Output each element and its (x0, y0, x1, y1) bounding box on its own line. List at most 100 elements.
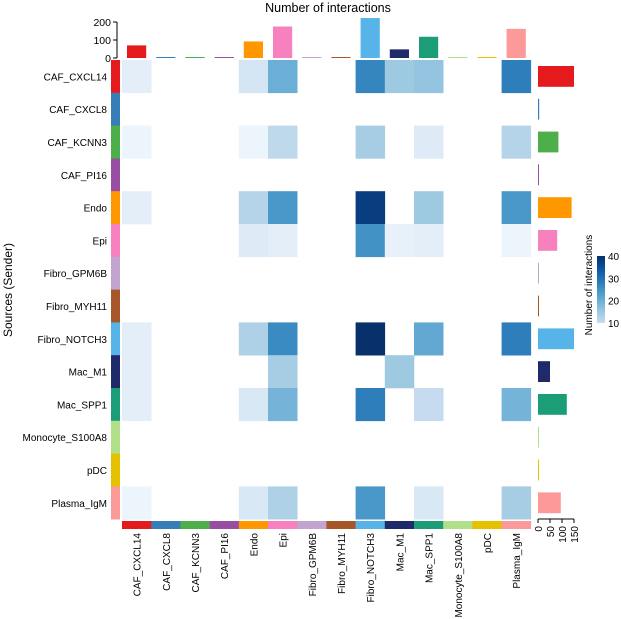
heatmap-cell (268, 322, 298, 356)
row-label: CAF_CXCL14 (44, 72, 108, 83)
heatmap-cell (268, 125, 298, 159)
outgoing-bar (538, 361, 550, 382)
column-label: CAF_PI16 (220, 533, 231, 580)
incoming-bar-panel: 0 100 200 (93, 17, 526, 65)
incoming-bar (273, 26, 293, 58)
heatmap-cell (355, 388, 386, 422)
row-label: Fibro_GPM6B (44, 269, 108, 280)
column-color-block (209, 521, 240, 529)
outgoing-bar (538, 98, 540, 120)
incoming-bar (419, 36, 439, 58)
column-color-block (151, 521, 181, 529)
heatmap-cell (501, 125, 532, 159)
legend-tick-label: 40 (608, 252, 620, 263)
heatmap-cell (501, 60, 532, 94)
outgoing-bar (538, 262, 539, 284)
heatmap-cell (384, 224, 415, 258)
heatmap-cell (122, 60, 152, 94)
row-label: Endo (84, 204, 108, 215)
outgoing-bar (538, 328, 574, 350)
column-label: Fibro_GPM6B (308, 533, 319, 597)
row-color-block (111, 289, 120, 323)
heatmap-cell (238, 486, 269, 520)
outgoing-bar (538, 164, 539, 186)
incoming-bar (506, 28, 526, 58)
row-color-block (111, 388, 120, 422)
incoming-bar (127, 45, 147, 58)
outgoing-bar (538, 230, 558, 251)
row-label: pDC (87, 466, 107, 477)
heatmap-cell (355, 224, 386, 258)
row-color-block (111, 92, 120, 126)
heatmap-cell (238, 388, 269, 422)
row-label: Epi (93, 236, 107, 247)
heatmap-cell (268, 388, 298, 422)
incoming-bar (448, 57, 468, 58)
column-color-block (414, 521, 444, 529)
column-label: Plasma_IgM (512, 533, 523, 589)
incoming-bar (477, 57, 497, 58)
y-axis-label: Sources (Sender) (1, 243, 15, 337)
row-label: Fibro_NOTCH3 (38, 335, 108, 346)
heatmap-cell (238, 191, 269, 225)
row-label: Plasma_IgM (51, 499, 107, 510)
row-label: Mac_M1 (69, 368, 108, 379)
column-label: CAF_CXCL8 (162, 533, 173, 591)
legend-tick-label: 20 (608, 297, 620, 308)
heatmap-cell (122, 125, 152, 159)
heatmap-cell (414, 388, 444, 422)
heatmap-cell (122, 322, 152, 356)
heatmap-cell (355, 486, 386, 520)
heatmap-cell (501, 322, 532, 356)
column-color-block (180, 521, 210, 529)
heatmap-cell (501, 388, 532, 422)
incoming-bar (389, 49, 409, 58)
legend-color-bar (597, 256, 605, 323)
column-label: Fibro_MYH11 (337, 533, 348, 594)
column-color-block (268, 521, 298, 529)
row-label: CAF_PI16 (61, 171, 108, 182)
heatmap-cell (355, 125, 386, 159)
column-color-block (472, 521, 502, 529)
right-axis-tick-label: 0 (534, 526, 545, 532)
heatmap-cell (238, 322, 269, 356)
row-color-block (111, 224, 120, 258)
legend-tick-label: 30 (608, 274, 620, 285)
heatmap-cell (268, 60, 298, 94)
heatmap-body (122, 60, 532, 520)
outgoing-bar-panel: 0 50 100 150 (534, 66, 581, 543)
column-label: pDC (483, 533, 494, 553)
heatmap-cell (384, 60, 415, 94)
row-color-block (111, 158, 120, 192)
column-label: Epi (279, 533, 290, 547)
outgoing-bar (538, 295, 539, 317)
row-color-block (111, 453, 120, 487)
heatmap-cell (414, 224, 444, 258)
column-label: CAF_KCNN3 (191, 533, 202, 593)
heatmap-cell (122, 486, 152, 520)
row-color-block (111, 355, 120, 389)
right-axis-tick-label: 150 (570, 526, 581, 543)
heatmap-cell (501, 224, 532, 258)
outgoing-bar (538, 459, 539, 481)
heatmap-cell (501, 191, 532, 225)
incoming-bar (360, 18, 380, 58)
incoming-bar (331, 57, 351, 58)
outgoing-bar (538, 131, 559, 153)
column-color-block (326, 521, 356, 529)
row-label: Monocyte_S100A8 (22, 433, 107, 444)
row-color-strip (111, 60, 120, 520)
heatmap-cell (122, 388, 152, 422)
row-labels: CAF_CXCL14 CAF_CXCL8 CAF_KCNN3 CAF_PI16 Endo… (22, 72, 107, 509)
column-label: Mac_SPP1 (425, 533, 436, 583)
column-label: Endo (249, 533, 260, 557)
heatmap-cell (414, 191, 444, 225)
heatmap-cell (414, 322, 444, 356)
incoming-bar (302, 57, 322, 58)
top-axis-tick-label: 100 (93, 35, 111, 47)
column-color-block (355, 521, 386, 529)
column-color-block (384, 521, 415, 529)
incoming-bar (156, 57, 176, 58)
row-label: CAF_KCNN3 (48, 138, 108, 149)
